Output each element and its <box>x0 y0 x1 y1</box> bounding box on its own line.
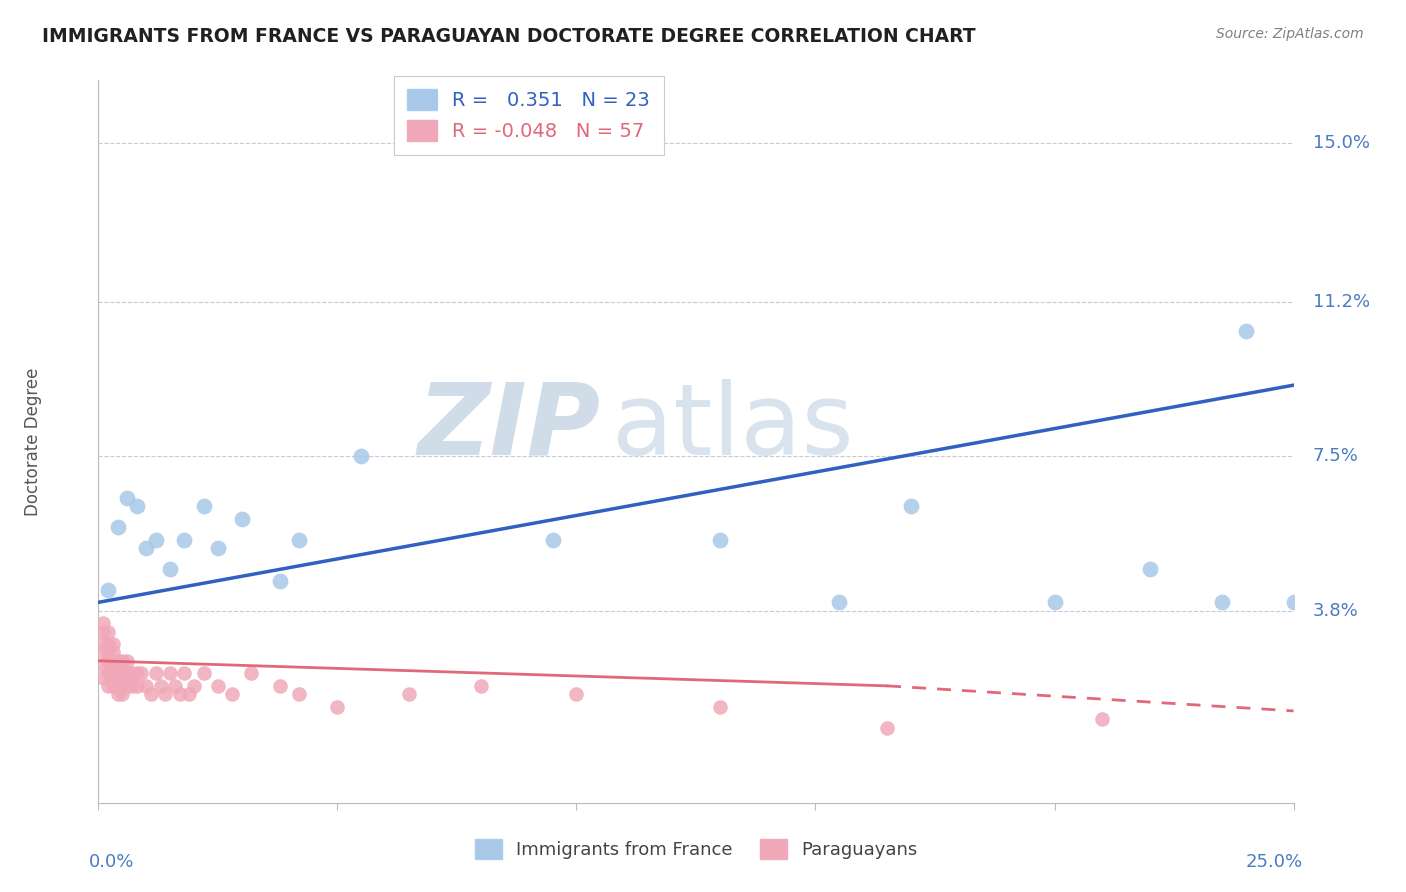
Point <box>159 562 181 576</box>
Point <box>97 582 120 597</box>
Point <box>115 491 138 505</box>
Point <box>101 679 124 693</box>
Point <box>288 533 311 547</box>
Text: 25.0%: 25.0% <box>1246 853 1303 871</box>
Point <box>1282 595 1305 609</box>
Point <box>183 679 205 693</box>
Point <box>876 721 898 735</box>
Point <box>240 666 263 681</box>
Point <box>145 533 167 547</box>
Text: ZIP: ZIP <box>418 378 600 475</box>
Point <box>97 654 120 668</box>
Point <box>288 687 311 701</box>
Point <box>231 512 253 526</box>
Point <box>207 679 229 693</box>
Point <box>115 666 138 681</box>
Point <box>107 687 129 701</box>
Point <box>565 687 588 701</box>
Point <box>193 666 215 681</box>
Point <box>1211 595 1233 609</box>
Point <box>179 687 201 701</box>
Point <box>207 541 229 555</box>
Text: 0.0%: 0.0% <box>89 853 134 871</box>
Point <box>1234 324 1257 338</box>
Point <box>97 624 120 639</box>
Point <box>139 687 162 701</box>
Point <box>91 645 114 659</box>
Point <box>828 595 851 609</box>
Point <box>107 679 129 693</box>
Point <box>111 671 134 685</box>
Point <box>1139 562 1161 576</box>
Point <box>101 654 124 668</box>
Point <box>107 520 129 534</box>
Text: Source: ZipAtlas.com: Source: ZipAtlas.com <box>1216 27 1364 41</box>
Point <box>149 679 172 693</box>
Point <box>111 654 134 668</box>
Point <box>173 666 195 681</box>
Point <box>1043 595 1066 609</box>
Point <box>111 687 134 701</box>
Point <box>163 679 186 693</box>
Point <box>125 500 148 514</box>
Point <box>121 666 143 681</box>
Point <box>541 533 564 547</box>
Point <box>135 541 157 555</box>
Point <box>900 500 922 514</box>
Point <box>115 679 138 693</box>
Point <box>470 679 492 693</box>
Point <box>97 637 120 651</box>
Point <box>269 574 291 589</box>
Point <box>107 654 129 668</box>
Point <box>326 699 349 714</box>
Point <box>97 666 120 681</box>
Point <box>121 679 143 693</box>
Point <box>115 654 138 668</box>
Point <box>173 533 195 547</box>
Point <box>97 645 120 659</box>
Text: 7.5%: 7.5% <box>1313 447 1358 465</box>
Point <box>125 679 148 693</box>
Text: 15.0%: 15.0% <box>1313 134 1369 152</box>
Text: 3.8%: 3.8% <box>1313 602 1358 620</box>
Point <box>131 666 153 681</box>
Point <box>91 637 114 651</box>
Point <box>135 679 157 693</box>
Point <box>269 679 291 693</box>
Point <box>101 645 124 659</box>
Point <box>111 666 134 681</box>
Point <box>1091 712 1114 726</box>
Text: Doctorate Degree: Doctorate Degree <box>24 368 42 516</box>
Point <box>159 666 181 681</box>
Legend: Immigrants from France, Paraguayans: Immigrants from France, Paraguayans <box>467 831 925 866</box>
Text: IMMIGRANTS FROM FRANCE VS PARAGUAYAN DOCTORATE DEGREE CORRELATION CHART: IMMIGRANTS FROM FRANCE VS PARAGUAYAN DOC… <box>42 27 976 45</box>
Point <box>709 533 731 547</box>
Point <box>398 687 420 701</box>
Point <box>101 637 124 651</box>
Point <box>193 500 215 514</box>
Point <box>107 666 129 681</box>
Point <box>350 449 373 463</box>
Point <box>125 666 148 681</box>
Point <box>91 671 114 685</box>
Point <box>709 699 731 714</box>
Text: 11.2%: 11.2% <box>1313 293 1369 310</box>
Point <box>97 679 120 693</box>
Point <box>155 687 177 701</box>
Point <box>101 666 124 681</box>
Text: atlas: atlas <box>613 378 853 475</box>
Point <box>145 666 167 681</box>
Point <box>221 687 243 701</box>
Point <box>91 624 114 639</box>
Point <box>91 657 114 672</box>
Point <box>169 687 191 701</box>
Point <box>91 616 114 631</box>
